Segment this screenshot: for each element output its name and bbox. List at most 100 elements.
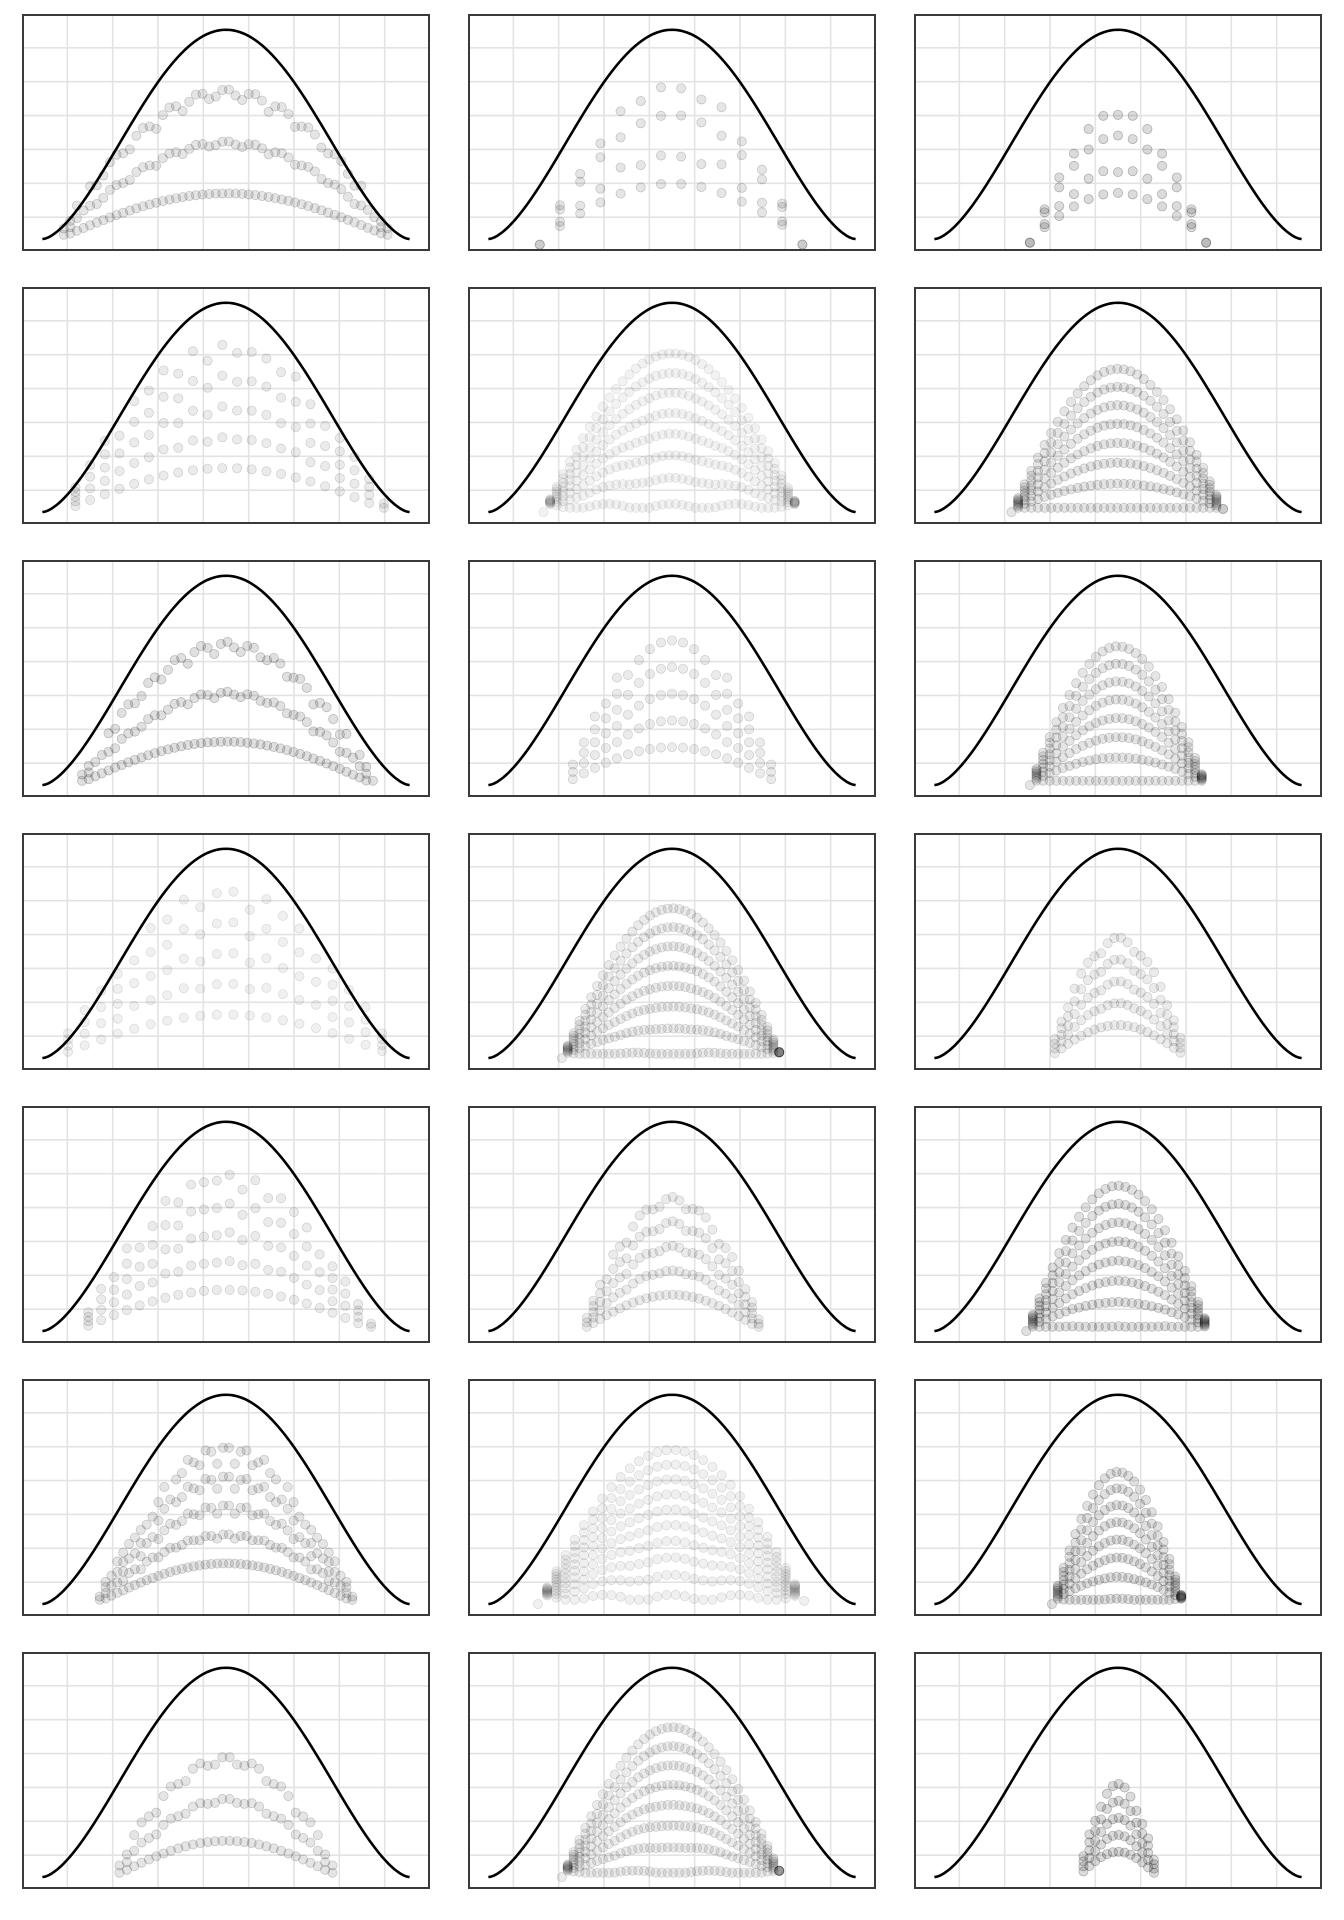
data-point [1064, 1558, 1075, 1569]
data-point [160, 1195, 171, 1206]
data-point [545, 496, 556, 507]
data-point [661, 1218, 672, 1229]
data-point [709, 992, 720, 1003]
data-point [562, 1045, 573, 1056]
data-point [1089, 1006, 1100, 1017]
data-point [1198, 468, 1209, 479]
data-point [276, 1813, 287, 1824]
data-point [604, 498, 615, 509]
data-point [1097, 697, 1108, 708]
data-point [575, 176, 586, 187]
data-point [578, 1566, 589, 1577]
data-point [762, 1538, 773, 1549]
data-point [310, 953, 321, 964]
data-point [668, 980, 679, 991]
data-point [305, 476, 316, 487]
data-point [327, 1867, 338, 1878]
data-point [644, 1024, 655, 1035]
data-point [644, 1842, 655, 1853]
data-point [611, 445, 622, 456]
data-point [1140, 1521, 1151, 1532]
data-point [686, 945, 697, 956]
data-point [727, 1265, 738, 1276]
data-point [755, 758, 766, 769]
data-point [276, 1494, 287, 1505]
data-point [1063, 1011, 1074, 1022]
data-point [1166, 1259, 1177, 1270]
data-point [173, 1779, 184, 1790]
data-point [574, 1861, 585, 1872]
data-points [556, 1722, 785, 1883]
data-point [165, 1542, 176, 1553]
data-point [328, 761, 339, 772]
data-point [1110, 658, 1121, 669]
data-point [588, 1569, 599, 1580]
data-point [1032, 459, 1043, 470]
data-point [1034, 1304, 1045, 1315]
data-point [703, 955, 714, 966]
data-point [182, 1481, 193, 1492]
data-point [624, 440, 635, 451]
data-point [776, 496, 787, 507]
data-point [320, 440, 331, 451]
gridlines [468, 560, 876, 797]
data-point [716, 1520, 727, 1531]
data-point [668, 1842, 679, 1853]
data-point [1067, 1222, 1078, 1233]
data-point [744, 737, 755, 748]
data-point [674, 1820, 685, 1831]
data-point [703, 939, 714, 950]
data-point [134, 1242, 145, 1253]
data-point [545, 495, 556, 506]
data-point [334, 486, 345, 497]
data-point [1117, 713, 1128, 724]
data-point [91, 199, 102, 210]
data-point [1065, 484, 1076, 495]
data-point [578, 1574, 589, 1585]
data-point [664, 450, 675, 461]
envelope-curve [42, 28, 410, 241]
data-point [1082, 1513, 1093, 1524]
data-point [621, 1797, 632, 1808]
data-point [635, 118, 646, 129]
data-point [789, 498, 800, 509]
data-point [1143, 775, 1154, 786]
data-point [609, 1795, 620, 1806]
data-point [631, 381, 642, 392]
data-point [783, 489, 794, 500]
data-point [738, 1867, 749, 1878]
data-point [711, 749, 722, 760]
panel-border [468, 560, 876, 797]
data-point [733, 1288, 744, 1299]
data-point [609, 1808, 620, 1819]
data-point [135, 1524, 146, 1535]
data-point [744, 1867, 755, 1878]
data-point [1140, 1263, 1151, 1274]
data-point [1186, 1308, 1197, 1319]
data-point [703, 457, 714, 468]
data-point [597, 482, 608, 493]
data-point [1211, 500, 1222, 511]
data-point [1211, 496, 1222, 507]
data-point [1085, 480, 1096, 491]
data-point [606, 1590, 617, 1601]
data-point [1111, 1552, 1122, 1563]
data-point [774, 1047, 785, 1058]
data-point [1196, 772, 1207, 783]
data-point [656, 961, 667, 972]
data-point [1071, 703, 1082, 714]
data-point [624, 1517, 635, 1528]
data-point [1165, 456, 1176, 467]
data-point [740, 1299, 751, 1310]
data-point [698, 1469, 709, 1480]
data-point [202, 409, 213, 420]
data-point [545, 498, 556, 509]
data-point [1179, 1265, 1190, 1276]
data-point [691, 930, 702, 941]
data-point [608, 1249, 619, 1260]
data-point [568, 1852, 579, 1863]
data-point [744, 1028, 755, 1039]
data-point [666, 688, 677, 699]
data-point [657, 368, 668, 379]
data-point [197, 88, 208, 99]
